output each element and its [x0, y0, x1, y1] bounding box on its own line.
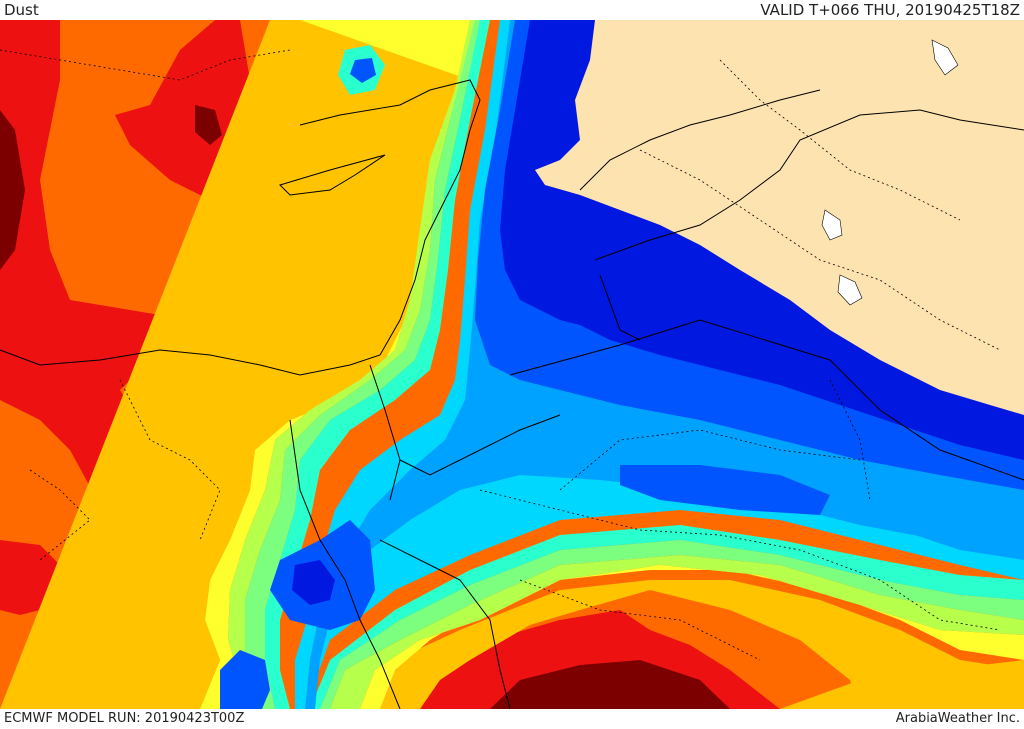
- valid-time: VALID T+066 THU, 20190425T18Z: [760, 1, 1020, 19]
- sky-east-patch: [880, 480, 1024, 560]
- aqua-region: [265, 20, 1024, 709]
- lake-two: [837, 274, 863, 306]
- navy-gulf: [292, 560, 335, 605]
- gold-south-east: [780, 660, 1024, 709]
- footer-bar: ECMWF MODEL RUN: 20190423T00Z ArabiaWeat…: [0, 709, 1024, 729]
- blue-inner-mid: [620, 465, 830, 515]
- coastlines: [0, 79, 1024, 709]
- lake-one: [821, 209, 843, 241]
- admin-borders: [0, 49, 1001, 661]
- no-data-land: [535, 20, 1024, 415]
- header-bar: Dust VALID T+066 THU, 20190425T18Z: [0, 0, 1024, 20]
- darkred-north: [195, 105, 222, 145]
- blue-south: [220, 650, 270, 709]
- credit: ArabiaWeather Inc.: [895, 711, 1020, 726]
- red-zone-west: [0, 20, 200, 505]
- model-run: ECMWF MODEL RUN: 20190423T00Z: [4, 711, 245, 726]
- lake-three: [931, 39, 959, 76]
- gold-band: [0, 20, 1024, 709]
- product-title: Dust: [4, 1, 39, 19]
- darkred-west: [0, 110, 25, 270]
- green-band: [245, 20, 1024, 709]
- lime-band: [228, 20, 1024, 709]
- yellow-band: [200, 20, 1024, 709]
- dust-map: [0, 20, 1024, 709]
- darkred-se: [490, 660, 730, 709]
- navy-cyprus-core: [350, 58, 376, 83]
